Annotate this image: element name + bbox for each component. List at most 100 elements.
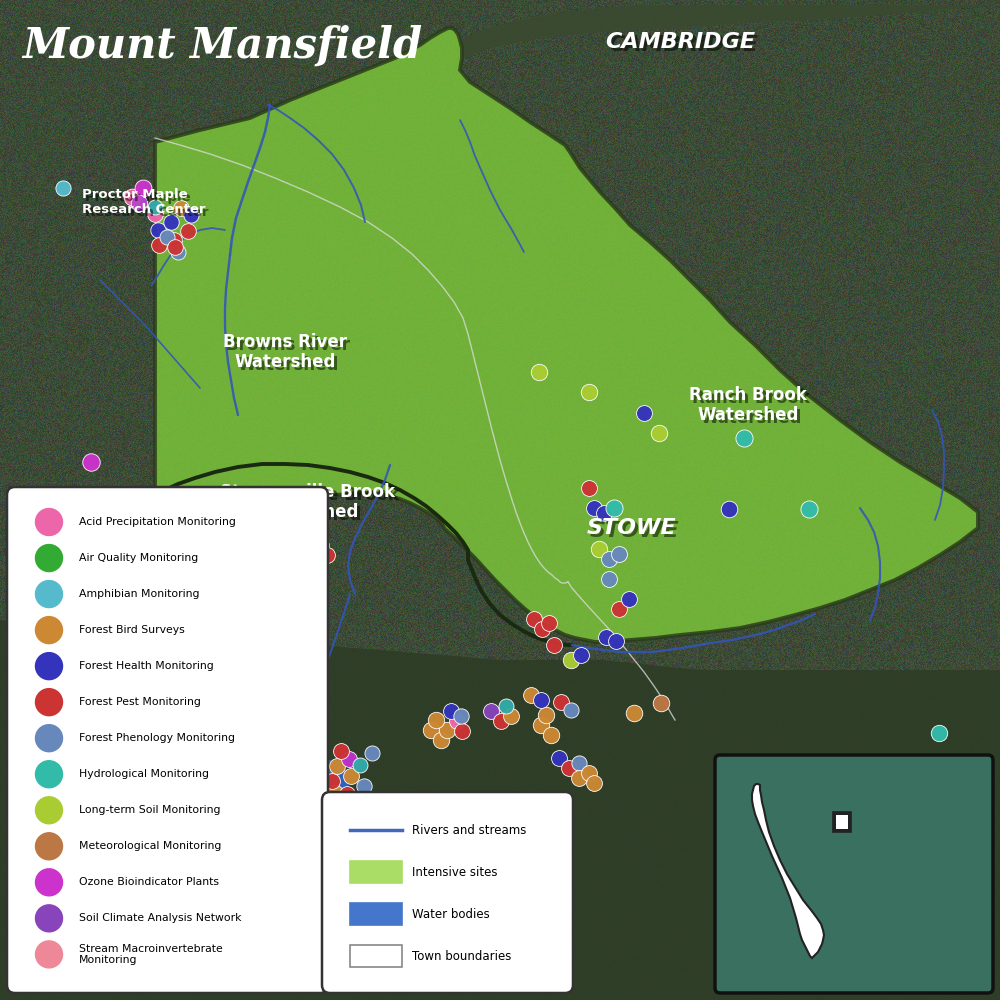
Point [606,500,622,516]
Point [581,480,597,496]
Point [308,552,324,568]
Text: Rivers and streams: Rivers and streams [412,824,526,837]
Text: Browns River
Watershed: Browns River Watershed [226,336,350,374]
Point [553,694,569,710]
Point [193,513,209,529]
Polygon shape [75,28,978,642]
Text: Proctor Maple
Research Center: Proctor Maple Research Center [85,191,208,219]
Point [608,633,624,649]
Polygon shape [752,784,824,958]
Circle shape [36,545,62,572]
Point [343,768,359,784]
Point [167,239,183,255]
Bar [836,815,848,829]
Bar [350,903,402,925]
Point [531,364,547,380]
Point [483,703,499,719]
Text: STOWE: STOWE [590,521,680,541]
Point [151,237,167,253]
Point [124,189,140,205]
Text: CAMBRIDGE: CAMBRIDGE [608,35,758,55]
Text: Ranch Brook
Watershed: Ranch Brook Watershed [692,389,810,427]
Point [449,713,465,729]
Point [163,214,179,230]
Point [239,538,255,554]
Point [498,698,514,714]
Point [354,807,370,823]
Point [83,454,99,470]
Circle shape [36,761,62,788]
Point [601,571,617,587]
Point [571,770,587,786]
Point [581,384,597,400]
Circle shape [36,725,62,752]
Point [534,621,550,637]
Point [736,430,752,446]
Point [339,786,355,802]
Text: Proctor Maple
Research Center: Proctor Maple Research Center [82,188,206,216]
Point [571,755,587,771]
Text: Ozone Bioindicator Plants: Ozone Bioindicator Plants [79,877,219,887]
Point [421,870,437,886]
Point [180,223,196,239]
Point [183,207,199,223]
Circle shape [36,581,62,608]
Point [433,732,449,748]
Point [573,647,589,663]
Point [234,528,250,544]
Point [173,200,189,216]
Point [636,405,652,421]
Text: Forest Health Monitoring: Forest Health Monitoring [79,661,214,671]
Point [159,229,175,245]
Text: Amphibian Monitoring: Amphibian Monitoring [79,589,200,599]
Point [150,222,166,238]
Point [131,195,147,211]
Circle shape [36,833,62,860]
Point [651,425,667,441]
Point [563,702,579,718]
Point [428,712,444,728]
Text: Stream Macroinvertebrate
Monitoring: Stream Macroinvertebrate Monitoring [79,944,223,965]
Text: STOWE: STOWE [587,518,677,538]
Point [341,751,357,767]
Point [586,500,602,516]
Point [324,773,340,789]
Point [586,775,602,791]
Point [538,707,554,723]
Point [313,537,329,553]
Point [352,757,368,773]
Point [626,705,642,721]
Point [503,708,519,724]
Text: Long-term Soil Monitoring: Long-term Soil Monitoring [79,805,220,815]
Point [526,611,542,627]
Text: UNDERHILL: UNDERHILL [44,528,186,548]
Point [439,722,455,738]
Polygon shape [310,760,350,802]
Text: Ranch Brook
Watershed: Ranch Brook Watershed [689,386,807,424]
Point [611,546,627,562]
Point [546,637,562,653]
Text: Forest Pest Monitoring: Forest Pest Monitoring [79,697,201,707]
Point [581,765,597,781]
Point [523,687,539,703]
Circle shape [36,653,62,680]
Point [721,501,737,517]
Point [443,703,459,719]
Point [533,717,549,733]
Point [319,547,335,563]
FancyBboxPatch shape [7,487,328,993]
Point [55,180,71,196]
Point [653,695,669,711]
Bar [350,861,402,883]
Point [255,578,271,594]
Point [327,785,343,801]
Text: Air Quality Monitoring: Air Quality Monitoring [79,553,198,563]
Text: Forest Phenology Monitoring: Forest Phenology Monitoring [79,733,235,743]
Text: Meteorological Monitoring: Meteorological Monitoring [79,841,221,851]
Point [423,722,439,738]
Point [493,713,509,729]
Text: Mount Mansfield: Mount Mansfield [22,25,422,67]
Point [601,551,617,567]
Polygon shape [0,620,1000,1000]
FancyBboxPatch shape [322,792,573,993]
